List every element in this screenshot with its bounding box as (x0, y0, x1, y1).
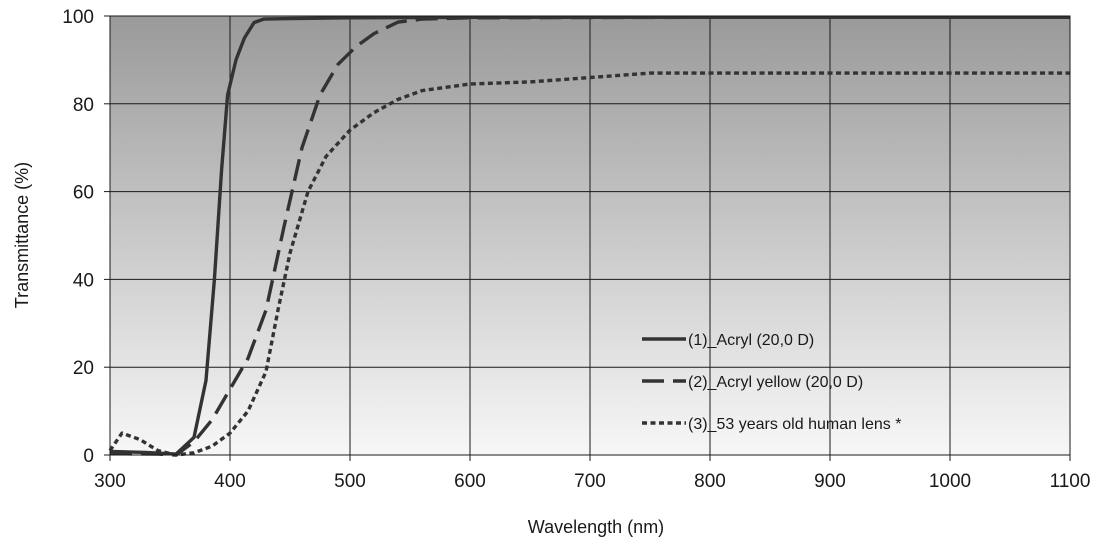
plot-border (109, 15, 1071, 456)
legend-label-3: (3)_53 years old human lens * (688, 416, 901, 433)
x-tick-label: 1100 (1050, 471, 1091, 492)
series-line-2 (109, 15, 1070, 457)
x-tick-label: 400 (214, 471, 246, 492)
x-axis-title: Wavelength (nm) (528, 517, 664, 537)
x-tick-label: 300 (94, 471, 126, 492)
x-tick-label: 700 (574, 471, 606, 492)
y-tick-label: 40 (73, 270, 94, 291)
y-tick-label: 60 (73, 183, 94, 204)
x-tick-label: 600 (454, 471, 486, 492)
y-axis-title: Transmittance (%) (12, 162, 32, 308)
x-tick-label: 900 (814, 471, 846, 492)
y-axis: 0 20 40 60 80 100 (62, 7, 110, 467)
legend-label-1: (1)_Acryl (20,0 D) (688, 332, 814, 349)
legend: (1)_Acryl (20,0 D) (2)_Acryl yellow (20,0… (642, 332, 901, 433)
x-tick-label: 500 (334, 471, 366, 492)
series-lines (108, 15, 1070, 457)
y-tick-label: 0 (83, 446, 94, 467)
y-tick-label: 100 (62, 7, 94, 28)
x-tick-label: 800 (694, 471, 726, 492)
x-tick-label: 1000 (929, 471, 971, 492)
legend-label-2: (2)_Acryl yellow (20,0 D) (688, 374, 863, 391)
x-axis: 300 400 500 600 700 800 900 1000 1100 (94, 455, 1090, 492)
y-tick-label: 80 (73, 95, 94, 116)
y-tick-label: 20 (73, 358, 94, 379)
